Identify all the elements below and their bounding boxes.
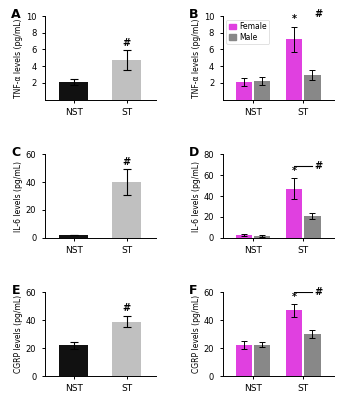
Text: #: # (123, 38, 131, 48)
Text: C: C (11, 146, 21, 159)
Bar (236, 345, 252, 376)
Y-axis label: IL-6 levels (pg/mL): IL-6 levels (pg/mL) (14, 160, 23, 232)
Bar (236, 82, 252, 100)
Legend: Female, Male: Female, Male (226, 20, 269, 44)
Text: #: # (314, 286, 322, 296)
Bar (304, 334, 321, 376)
Text: #: # (314, 161, 322, 171)
Text: #: # (123, 304, 131, 314)
Text: A: A (11, 8, 21, 21)
Bar (254, 81, 270, 100)
Text: D: D (189, 146, 200, 159)
Y-axis label: CGRP levels (pg/mL): CGRP levels (pg/mL) (192, 295, 201, 373)
Text: #: # (123, 157, 131, 167)
Bar (59, 82, 88, 100)
Text: E: E (11, 284, 20, 297)
Bar (286, 189, 302, 238)
Bar (254, 345, 270, 376)
Bar (59, 235, 88, 238)
Bar (304, 216, 321, 238)
Bar (112, 322, 141, 376)
Bar (254, 236, 270, 238)
Text: #: # (314, 9, 322, 19)
Y-axis label: TNF-α levels (pg/mL): TNF-α levels (pg/mL) (192, 18, 201, 98)
Text: F: F (189, 284, 198, 297)
Y-axis label: CGRP levels (pg/mL): CGRP levels (pg/mL) (14, 295, 23, 373)
Bar (59, 345, 88, 376)
Text: B: B (189, 8, 199, 21)
Y-axis label: TNF-α levels (pg/mL): TNF-α levels (pg/mL) (14, 18, 23, 98)
Text: *: * (292, 292, 297, 302)
Bar (304, 75, 321, 100)
Bar (286, 310, 302, 376)
Bar (286, 40, 302, 100)
Text: *: * (292, 166, 297, 176)
Bar (112, 60, 141, 100)
Text: *: * (292, 14, 297, 24)
Y-axis label: IL-6 levels (pg/mL): IL-6 levels (pg/mL) (192, 160, 201, 232)
Bar (236, 235, 252, 238)
Bar (112, 182, 141, 238)
